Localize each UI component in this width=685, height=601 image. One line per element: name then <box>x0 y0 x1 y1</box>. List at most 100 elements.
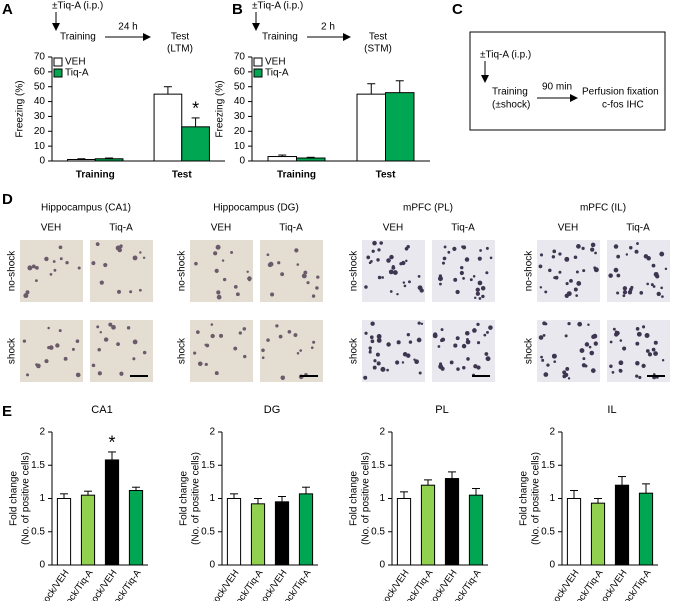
y-tick-label: 2 <box>549 427 555 438</box>
cell <box>233 284 238 289</box>
cell <box>99 280 104 285</box>
cell <box>99 331 102 334</box>
cell <box>310 346 314 350</box>
cell <box>613 244 619 249</box>
cell <box>280 375 286 380</box>
cell <box>587 323 590 326</box>
cell <box>132 255 138 261</box>
cell <box>315 286 319 290</box>
cell <box>437 276 443 282</box>
cell <box>65 261 69 265</box>
cell <box>638 375 642 380</box>
cell <box>442 256 447 261</box>
cell <box>34 279 38 283</box>
cell <box>651 263 656 268</box>
chart-title: CA1 <box>91 404 112 416</box>
diagram-text: (±shock) <box>492 100 530 111</box>
region-title: mPFC (PL) <box>403 203 453 214</box>
diagram-box <box>469 31 666 131</box>
y-tick-label: 20 <box>234 126 246 137</box>
row-label: no-shock <box>349 250 360 292</box>
cell <box>478 297 482 300</box>
cell <box>548 268 552 273</box>
cell <box>23 293 29 299</box>
cell <box>373 359 377 363</box>
cell <box>119 244 123 249</box>
cell <box>396 292 399 296</box>
cell <box>210 323 214 326</box>
cell <box>219 333 224 338</box>
cell <box>233 346 238 351</box>
row-label: shock <box>7 337 18 364</box>
cell <box>645 349 650 353</box>
y-tick-label: 0.5 <box>371 526 385 537</box>
cell <box>369 349 372 352</box>
cell <box>432 333 438 339</box>
cell <box>364 331 368 335</box>
y-tick-label: 1 <box>379 493 385 504</box>
y-tick-label: 0 <box>39 156 45 167</box>
y-axis-label: Fold change <box>179 471 190 526</box>
column-label: VEH <box>383 223 404 234</box>
cell <box>616 254 621 259</box>
cell <box>58 245 63 250</box>
diagram-text: ±Tiq-A (i.p.) <box>52 1 103 12</box>
cell <box>553 276 557 280</box>
micrograph <box>190 320 253 382</box>
cell <box>204 362 208 367</box>
cell <box>653 351 658 356</box>
cell <box>485 356 491 362</box>
cell <box>47 326 50 330</box>
cell <box>372 365 377 370</box>
x-tick-label: Test <box>172 170 192 181</box>
column-label: Tiq-A <box>109 223 133 234</box>
cell <box>391 265 396 270</box>
y-axis-label: Freezing (%) <box>215 80 226 137</box>
y-tick-label: 2 <box>39 427 45 438</box>
diagram-text: ±Tiq-A (i.p.) <box>480 50 531 61</box>
cell <box>417 274 421 278</box>
cell <box>611 370 615 374</box>
cell <box>49 273 53 276</box>
cell <box>643 254 649 259</box>
cell <box>103 262 108 268</box>
legend-label: Tiq-A <box>265 68 289 79</box>
panel-label: C <box>452 1 463 18</box>
row-label: no-shock <box>177 250 188 292</box>
cell <box>246 270 249 274</box>
cell <box>464 330 470 336</box>
cell <box>575 270 579 274</box>
cell <box>375 352 380 357</box>
y-tick-label: 40 <box>34 96 46 107</box>
y-tick-label: 0.5 <box>541 526 555 537</box>
cell <box>466 337 469 341</box>
cell <box>386 342 391 347</box>
column-label: VEH <box>211 223 232 234</box>
bar <box>250 503 266 566</box>
cell <box>639 291 644 295</box>
bar <box>638 492 654 566</box>
cell <box>453 277 458 282</box>
y-tick-label: 40 <box>234 96 246 107</box>
cell <box>609 364 613 368</box>
cell <box>584 342 590 347</box>
cell <box>401 361 405 364</box>
cell <box>376 361 381 366</box>
region-title: mPFC (IL) <box>580 203 626 214</box>
cell <box>77 266 81 270</box>
cell <box>472 275 476 278</box>
cell <box>287 329 292 334</box>
cell <box>439 282 442 286</box>
bar <box>420 484 436 566</box>
cell <box>460 265 464 270</box>
cell <box>565 282 569 286</box>
bar <box>356 93 386 162</box>
cell <box>216 290 221 295</box>
x-tick-label: no-shock/VEH <box>368 568 412 601</box>
cell <box>26 373 30 377</box>
cell <box>562 374 567 379</box>
y-tick-label: 20 <box>34 126 46 137</box>
bar <box>566 498 582 566</box>
cell <box>266 338 270 342</box>
micrograph <box>190 240 253 302</box>
